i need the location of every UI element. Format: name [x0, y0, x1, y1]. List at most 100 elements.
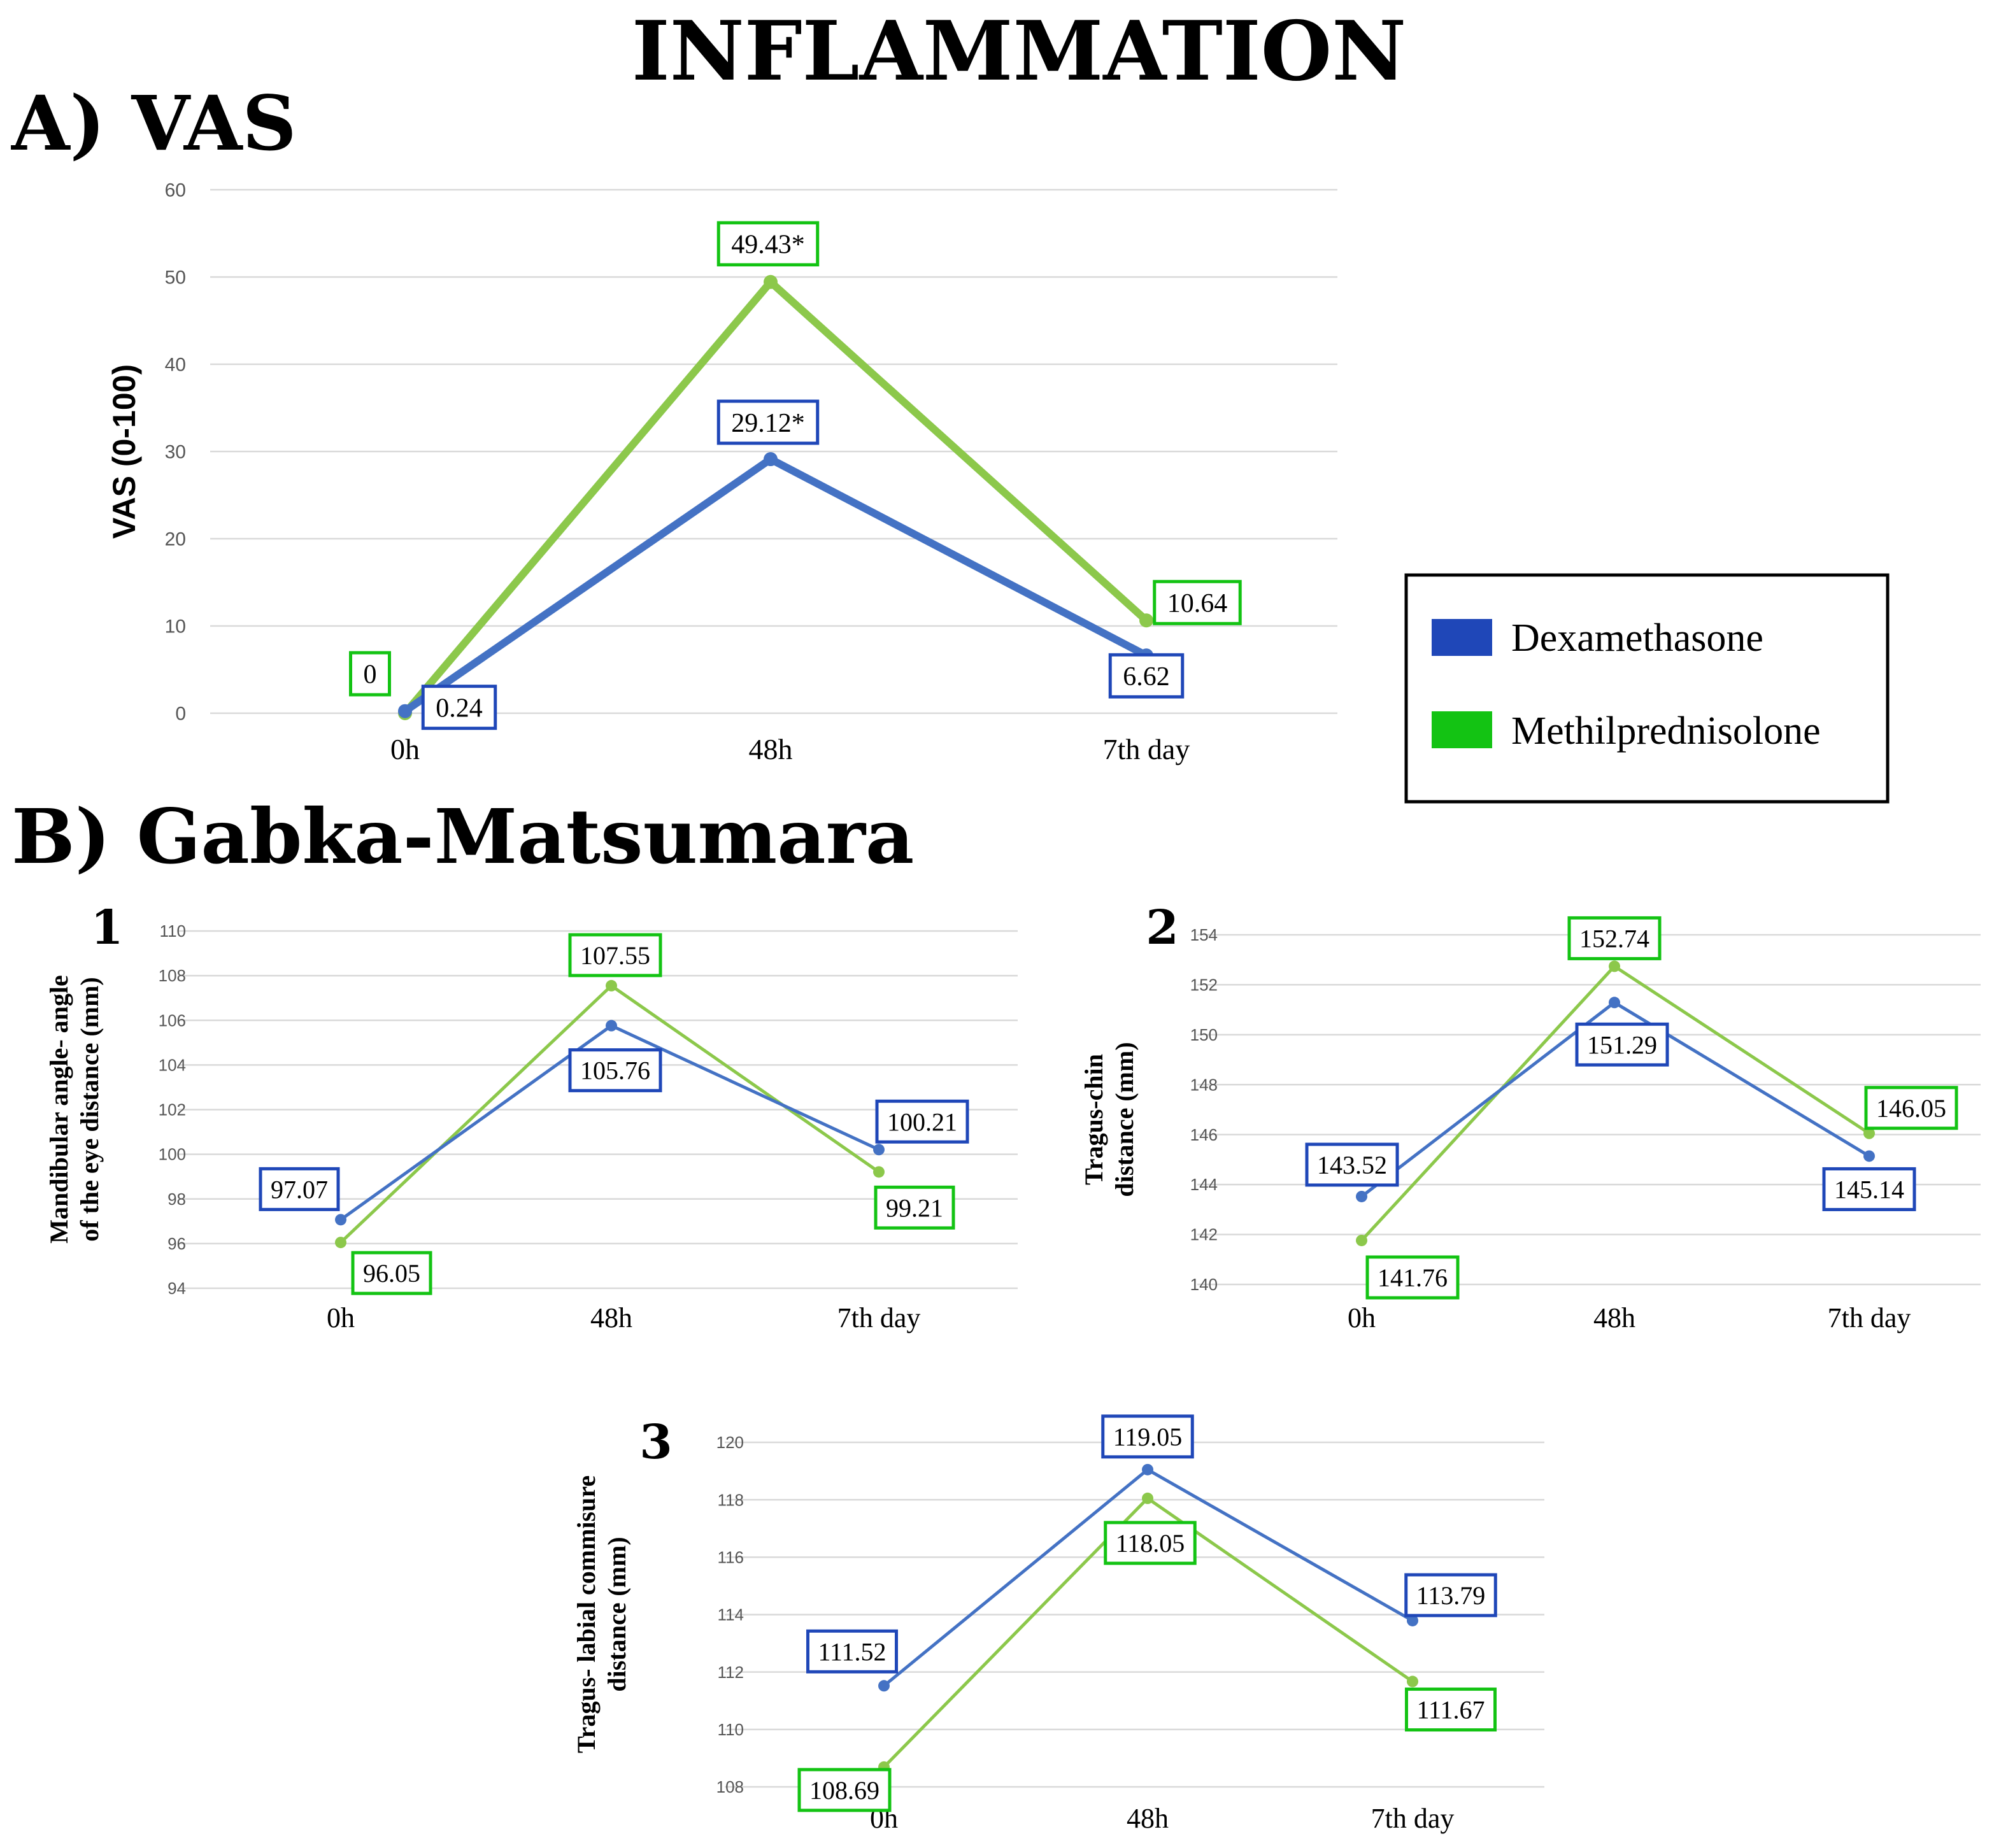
- data-label-box: [1365, 1255, 1460, 1300]
- data-label-dexamethasone: 151.29: [1575, 1022, 1669, 1067]
- y-tick-label: 120: [716, 1433, 744, 1452]
- y-tick-label: 0: [175, 704, 186, 725]
- data-label-text: 146.05: [1876, 1094, 1946, 1123]
- data-label-text: 143.52: [1317, 1151, 1387, 1179]
- data-point-methilprednisolone: [1356, 1234, 1367, 1246]
- panel-number: 3: [639, 1415, 673, 1470]
- y-axis-label: Tragus-chindistance (mm): [1079, 1042, 1139, 1197]
- section-b-label: B) Gabka-Matsumara: [11, 792, 914, 881]
- data-point-methilprednisolone: [606, 979, 617, 992]
- y-tick-label: 60: [165, 180, 186, 201]
- data-label-methilprednisolone: 141.76: [1365, 1255, 1460, 1300]
- data-label-dexamethasone: 100.21: [875, 1099, 969, 1144]
- y-tick-label: 148: [1190, 1075, 1218, 1094]
- x-category-label: 7th day: [1103, 733, 1190, 765]
- data-label-text: 49.43*: [731, 231, 805, 260]
- panel-number: 1: [90, 900, 124, 955]
- data-label-dexamethasone: 113.79: [1404, 1573, 1497, 1617]
- data-label-text: 111.67: [1416, 1696, 1485, 1724]
- y-tick-label: 112: [718, 1663, 744, 1682]
- y-axis-label: Mandibular angle- angleof the eye distan…: [45, 975, 104, 1244]
- y-tick-label: 20: [165, 529, 186, 550]
- y-axis-label: Tragus- labial commisuredistance (mm): [572, 1475, 631, 1753]
- data-point-dexamethasone: [1407, 1614, 1418, 1626]
- data-point-methilprednisolone: [1407, 1675, 1418, 1688]
- gabka-matsumara-chart-2: 140 142 144 146 148 150 152 154 0h 48h 7th day Trag…: [1079, 900, 1981, 1333]
- y-tick-label: 150: [1190, 1025, 1218, 1044]
- y-tick-label: 50: [165, 267, 186, 288]
- y-axis-label: VAS (0-100): [106, 364, 142, 539]
- data-point-methilprednisolone: [1609, 960, 1620, 972]
- data-label-methilprednisolone: 108.69: [797, 1768, 892, 1812]
- data-label-box: [568, 933, 662, 977]
- data-point-methilprednisolone: [1139, 613, 1153, 628]
- data-label-box: [716, 399, 820, 445]
- y-tick-label: 104: [159, 1055, 186, 1074]
- data-label-box: [1153, 579, 1242, 625]
- x-category-label: 48h: [1127, 1803, 1169, 1834]
- data-label-methilprednisolone: 146.05: [1864, 1086, 1958, 1130]
- x-category-label: 48h: [749, 733, 793, 765]
- y-tick-label: 30: [165, 442, 186, 463]
- data-label-methilprednisolone: 118.05: [1104, 1521, 1197, 1565]
- x-category-label: 7th day: [1828, 1302, 1911, 1333]
- data-label-methilprednisolone: 111.67: [1404, 1688, 1497, 1732]
- y-tick-label: 100: [159, 1145, 186, 1164]
- y-tick-label: 108: [716, 1777, 744, 1796]
- data-label-text: 108.69: [809, 1776, 879, 1805]
- data-point-dexamethasone: [1142, 1463, 1153, 1475]
- data-label-text: 119.05: [1113, 1423, 1183, 1451]
- legend-label-dexamethasone: Dexamethasone: [1511, 616, 1763, 660]
- data-point-dexamethasone: [335, 1214, 346, 1226]
- data-point-methilprednisolone: [335, 1237, 346, 1249]
- x-category-label: 7th day: [837, 1302, 921, 1333]
- data-label-text: 118.05: [1116, 1529, 1185, 1558]
- section-a-label: A) VAS: [11, 79, 297, 167]
- data-label-dexamethasone: 111.52: [806, 1629, 899, 1674]
- y-tick-label: 10: [165, 616, 186, 637]
- x-category-label: 0h: [390, 733, 420, 765]
- data-label-box: [568, 1048, 662, 1093]
- data-label-dexamethasone: 6.62: [1108, 653, 1185, 699]
- data-point-methilprednisolone: [1863, 1127, 1875, 1139]
- y-tick-label: 140: [1190, 1275, 1218, 1294]
- data-point-methilprednisolone: [764, 274, 778, 289]
- data-label-box: [1104, 1521, 1197, 1565]
- y-tick-label: 106: [159, 1011, 186, 1030]
- data-label-text: 6.62: [1123, 662, 1170, 692]
- data-label-text: 113.79: [1416, 1581, 1486, 1610]
- data-label-text: 141.76: [1378, 1263, 1448, 1292]
- data-point-dexamethasone: [873, 1144, 885, 1156]
- data-label-box: [1567, 916, 1662, 960]
- data-label-text: 99.21: [886, 1193, 943, 1222]
- gabka-matsumara-chart-1: 94 96 98 100 102 104 106 108 110 0h 48h 7th day Mand…: [45, 900, 1018, 1333]
- data-label-text: 0: [364, 660, 377, 690]
- data-label-methilprednisolone: 96.05: [351, 1251, 432, 1295]
- data-point-dexamethasone: [1356, 1190, 1367, 1202]
- data-label-dexamethasone: 143.52: [1305, 1142, 1399, 1187]
- data-label-dexamethasone: 105.76: [568, 1048, 662, 1093]
- data-label-dexamethasone: 29.12*: [716, 399, 820, 445]
- data-label-methilprednisolone: 152.74: [1567, 916, 1662, 960]
- y-tick-label: 142: [1190, 1225, 1218, 1244]
- data-label-dexamethasone: 119.05: [1101, 1414, 1194, 1459]
- x-category-label: 48h: [1593, 1302, 1635, 1333]
- data-label-text: 0.24: [436, 693, 483, 723]
- series-line-methilprednisolone: [402, 278, 1150, 716]
- data-label-text: 111.52: [818, 1637, 886, 1666]
- data-label-box: [351, 1251, 432, 1295]
- y-tick-label: 154: [1190, 925, 1218, 944]
- main-title: INFLAMMATION: [632, 4, 1406, 99]
- data-label-box: [1101, 1414, 1194, 1459]
- data-label-box: [421, 685, 497, 730]
- data-label-text: 105.76: [580, 1056, 650, 1085]
- data-label-text: 145.14: [1834, 1175, 1904, 1204]
- data-point-dexamethasone: [398, 704, 412, 718]
- data-label-box: [1864, 1086, 1958, 1130]
- x-category-label: 0h: [1348, 1302, 1376, 1333]
- panel-number: 2: [1146, 900, 1179, 955]
- legend-swatch-dexamethasone: [1432, 619, 1492, 656]
- x-category-label: 7th day: [1371, 1803, 1455, 1834]
- y-tick-label: 114: [718, 1605, 744, 1624]
- y-tick-label: 96: [167, 1234, 186, 1253]
